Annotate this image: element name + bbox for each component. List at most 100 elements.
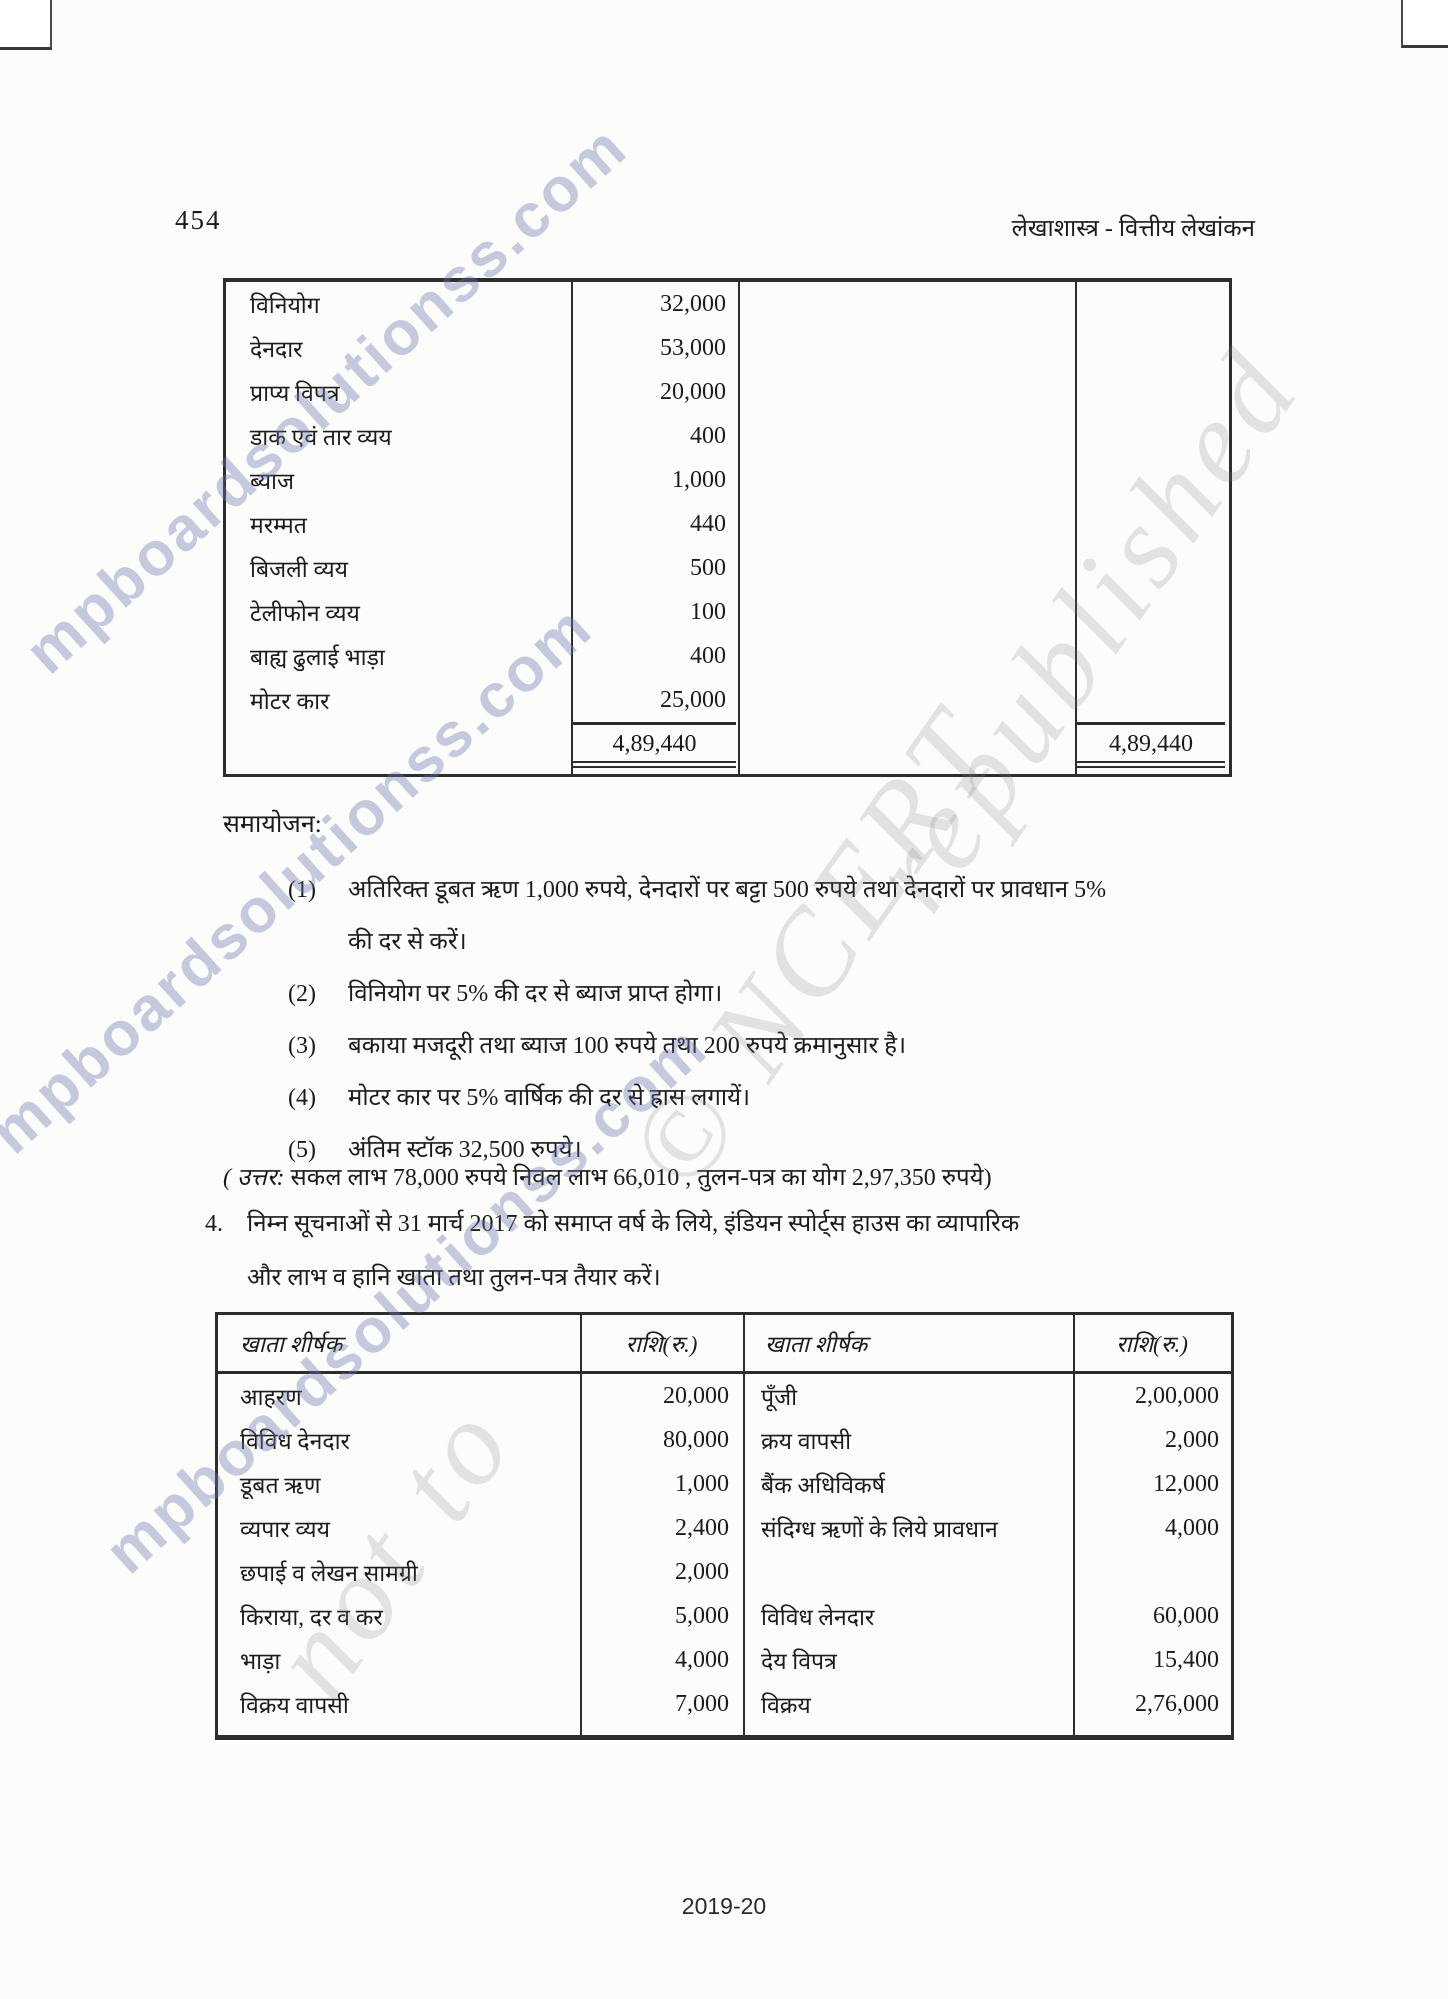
header-account-title-left: खाता शीर्षक: [240, 1332, 343, 1357]
account-label: देनदार: [250, 337, 303, 362]
table-row: छपाई व लेखन सामग्री 2,000: [218, 1550, 1231, 1594]
account-amount: 7,000: [675, 1690, 729, 1717]
adjustment-text: विनियोग पर 5% की दर से ब्याज प्राप्त होग…: [348, 968, 722, 1020]
account-label: विक्रय वापसी: [240, 1693, 349, 1718]
account-label: टेलीफोन व्यय: [250, 601, 360, 626]
table-row: डाक एवं तार व्यय 400: [226, 414, 1229, 458]
adjustment-text-line: विनियोग पर 5% की दर से ब्याज प्राप्त होग…: [348, 981, 723, 1007]
account-amount: 60,000: [1153, 1602, 1219, 1629]
account-amount: 1,000: [672, 466, 726, 493]
table-row: देनदार 53,000: [226, 326, 1229, 370]
adjustment-item: (4) मोटर कार पर 5% वार्षिक की दर से ह्रास…: [288, 1072, 1298, 1124]
total-debit: 4,89,440: [573, 722, 736, 768]
adjustment-text-line: अतिरिक्त डूबत ऋण 1,000 रुपये, देनदारों प…: [348, 877, 1107, 903]
account-label: बैंक अधिविकर्ष: [761, 1473, 885, 1498]
account-amount: 2,000: [675, 1558, 729, 1585]
account-amount: 12,000: [1153, 1470, 1219, 1497]
adjustment-number: (1): [288, 877, 316, 903]
account-label: व्यपार व्यय: [240, 1517, 330, 1542]
adjustments-list: (1) अतिरिक्त डूबत ऋण 1,000 रुपये, देनदारो…: [288, 864, 1298, 1176]
table-row: विनियोग 32,000: [226, 282, 1229, 326]
account-amount: 2,00,000: [1135, 1382, 1219, 1409]
header-account-title-right: खाता शीर्षक: [765, 1332, 868, 1357]
question-text-line: निम्न सूचनाओं से 31 मार्च 2017 को समाप्त…: [247, 1211, 1020, 1237]
table-row: भाड़ा 4,000 देय विपत्र 15,400: [218, 1638, 1231, 1682]
question-number: 4.: [205, 1211, 223, 1237]
account-label: विक्रय: [761, 1693, 811, 1718]
column-divider: [580, 1315, 582, 1735]
account-label: छपाई व लेखन सामग्री: [240, 1561, 418, 1586]
running-head-title: लेखाशास्त्र - वित्तीय लेखांकन: [1011, 216, 1255, 242]
adjustments-heading: समायोजन:: [223, 811, 322, 838]
account-amount: 15,400: [1153, 1646, 1219, 1673]
account-label: विनियोग: [250, 293, 320, 318]
answer-line: ( उत्तर: सकल लाभ 78,000 रुपये निवल लाभ 6…: [223, 1160, 992, 1193]
adjustment-text: अतिरिक्त डूबत ऋण 1,000 रुपये, देनदारों प…: [348, 864, 1106, 968]
adjustment-item: (2) विनियोग पर 5% की दर से ब्याज प्राप्त …: [288, 968, 1298, 1020]
account-label: बाह्य ढुलाई भाड़ा: [250, 645, 385, 670]
adjustment-number: (3): [288, 1033, 316, 1059]
account-label: प्राप्य विपत्र: [250, 381, 340, 406]
account-label: भाड़ा: [240, 1649, 281, 1674]
adjustment-text: बकाया मजदूरी तथा ब्याज 100 रुपये तथा 200…: [348, 1020, 906, 1072]
total-credit: 4,89,440: [1077, 722, 1225, 768]
table-row: आहरण 20,000 पूँजी 2,00,000: [218, 1374, 1231, 1418]
adjustment-text: मोटर कार पर 5% वार्षिक की दर से ह्रास लग…: [348, 1072, 750, 1124]
table-row: विविध देनदार 80,000 क्रय वापसी 2,000: [218, 1418, 1231, 1462]
account-label: देय विपत्र: [761, 1649, 837, 1674]
account-amount: 400: [690, 642, 726, 669]
account-label: आहरण: [240, 1385, 302, 1410]
adjustment-item: (1) अतिरिक्त डूबत ऋण 1,000 रुपये, देनदारो…: [288, 864, 1298, 968]
adjustment-text-line: की दर से करें।: [348, 929, 467, 955]
column-divider: [571, 282, 573, 774]
adjustment-item: (5) अंतिम स्टॉक 32,500 रुपये।: [288, 1124, 1298, 1176]
account-label: विविध लेनदार: [761, 1605, 875, 1630]
table-row: व्यपार व्यय 2,400 संदिग्ध ऋणों के लिये प्र…: [218, 1506, 1231, 1550]
account-label: विविध देनदार: [240, 1429, 350, 1454]
table-row: विक्रय वापसी 7,000 विक्रय 2,76,000: [218, 1682, 1231, 1726]
account-label: मरम्मत: [250, 513, 307, 538]
account-amount: 4,000: [675, 1646, 729, 1673]
account-label: डूबत ऋण: [240, 1473, 321, 1498]
adjustment-text: अंतिम स्टॉक 32,500 रुपये।: [348, 1124, 582, 1176]
adjustment-text-line: मोटर कार पर 5% वार्षिक की दर से ह्रास लग…: [348, 1085, 751, 1111]
table-row: किराया, दर व कर 5,000 विविध लेनदार 60,000: [218, 1594, 1231, 1638]
page-number: 454: [175, 205, 222, 235]
accounts-table-rows: आहरण 20,000 पूँजी 2,00,000 विविध देनदार 80,00…: [218, 1374, 1231, 1726]
top-right-frame-fragment: [1401, 0, 1448, 48]
account-label: मोटर कार: [250, 689, 330, 714]
account-label: डाक एवं तार व्यय: [250, 425, 392, 450]
account-amount: 25,000: [660, 686, 726, 713]
table-row: मरम्मत 440: [226, 502, 1229, 546]
trial-balance-table: विनियोग 32,000 देनदार 53,000 प्राप्य विपत्र 2…: [223, 278, 1232, 777]
column-divider: [1073, 1315, 1075, 1735]
account-amount: 5,000: [675, 1602, 729, 1629]
account-amount: 32,000: [660, 290, 726, 317]
account-amount: 100: [690, 598, 726, 625]
account-amount: 2,000: [1165, 1426, 1219, 1453]
table-row: बिजली व्यय 500: [226, 546, 1229, 590]
account-amount: 1,000: [675, 1470, 729, 1497]
column-divider: [1075, 282, 1077, 774]
account-amount: 20,000: [660, 378, 726, 405]
question-text-line: और लाभ व हानि खाता तथा तुलन-पत्र तैयार क…: [247, 1265, 661, 1291]
account-label: किराया, दर व कर: [240, 1605, 383, 1630]
header-amount-right: राशि(रु.): [1116, 1332, 1188, 1357]
table-row: प्राप्य विपत्र 20,000: [226, 370, 1229, 414]
question-text: निम्न सूचनाओं से 31 मार्च 2017 को समाप्त…: [247, 1200, 1019, 1302]
column-divider: [743, 1315, 745, 1735]
table-row: बाह्य ढुलाई भाड़ा 400: [226, 634, 1229, 678]
account-label: क्रय वापसी: [761, 1429, 852, 1454]
page-footer-year: 2019-20: [681, 1893, 767, 1919]
account-amount: 2,76,000: [1135, 1690, 1219, 1717]
table-row: डूबत ऋण 1,000 बैंक अधिविकर्ष 12,000: [218, 1462, 1231, 1506]
account-amount: 2,400: [675, 1514, 729, 1541]
account-amount: 4,000: [1165, 1514, 1219, 1541]
table-row: टेलीफोन व्यय 100: [226, 590, 1229, 634]
account-amount: 440: [690, 510, 726, 537]
table-row: ब्याज 1,000: [226, 458, 1229, 502]
answer-text: सकल लाभ 78,000 रुपये निवल लाभ 66,010 , त…: [290, 1165, 992, 1191]
account-label: ब्याज: [250, 469, 295, 494]
top-left-frame-fragment: [0, 0, 52, 50]
adjustment-number: (5): [288, 1137, 316, 1163]
